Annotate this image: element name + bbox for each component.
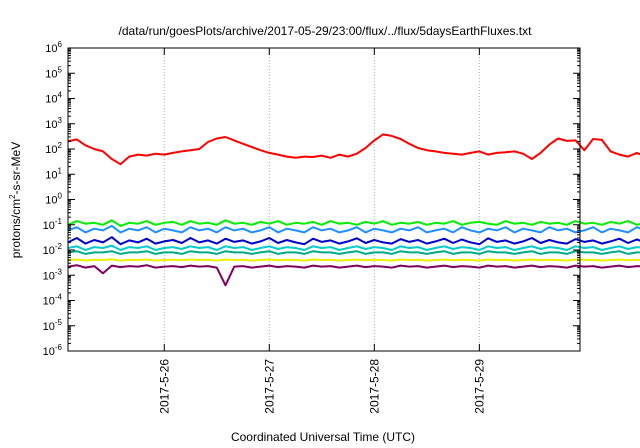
y-tick-label: 101 [45,166,62,181]
y-tick-label: 100 [45,192,62,207]
y-axis-label: protons/cm2-s-sr-MeV [8,142,23,258]
y-tick-label: 10-3 [43,267,63,282]
plot-frame [67,47,581,352]
x-axis-label: Coordinated Universal Time (UTC) [231,430,415,444]
grid-lines [163,48,480,351]
series-line [67,244,640,251]
series-line [67,258,640,262]
series-line [67,236,640,246]
series-line [67,264,640,287]
series-line [67,250,640,255]
series-line [67,133,640,166]
y-tick-label: 104 [45,91,62,106]
y-tick-label: 10-6 [43,343,63,358]
y-tick-label: 10-1 [43,217,63,232]
x-axis-ticks: 2017-5-26 2017-5-27 2017-5-28 2017-5-29 [157,48,486,414]
series-line [67,224,640,234]
x-tick-label: 2017-5-28 [367,359,381,414]
x-tick-label: 2017-5-27 [262,359,276,414]
y-tick-label: 10-5 [43,318,63,333]
y-tick-label: 106 [45,40,62,55]
y-tick-label: 102 [45,141,62,156]
y-tick-label: 105 [45,65,62,80]
x-tick-label: 2017-5-26 [157,359,171,414]
y-tick-label: 10-2 [43,242,63,257]
y-axis-ticks: 10-6 10-5 10-4 10-3 10-2 10-1 100 101 102 103 104 1… [43,40,580,358]
y-tick-label: 103 [45,116,62,131]
x-tick-label: 2017-5-29 [472,359,486,414]
chart-title: /data/run/goesPlots/archive/2017-05-29/2… [119,24,533,38]
series-line [67,219,640,227]
y-tick-label: 10-4 [43,293,63,308]
series-layer [67,133,640,287]
